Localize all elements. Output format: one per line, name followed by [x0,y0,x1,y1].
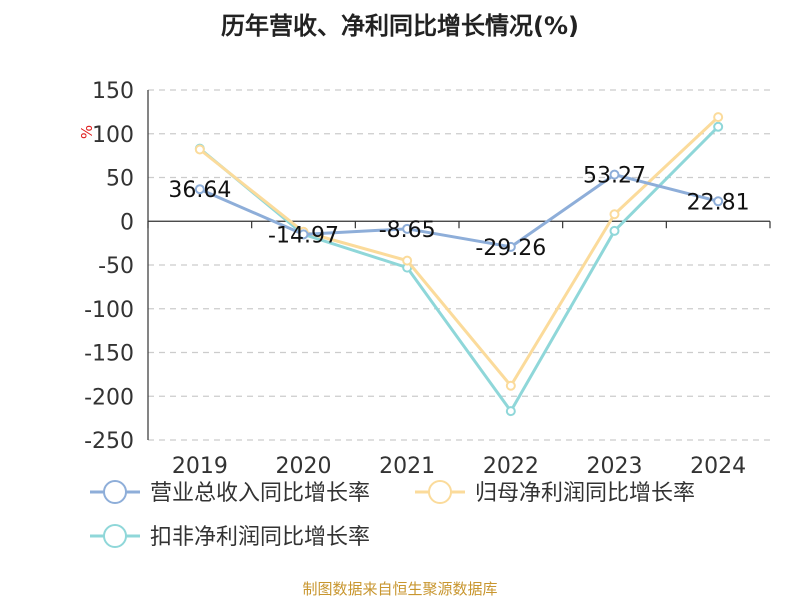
x-tick-label: 2020 [276,454,332,479]
y-tick-label: 0 [120,210,134,235]
y-tick-label: -250 [84,429,134,454]
legend-label: 归母净利润同比增长率 [475,481,695,506]
source-note: 制图数据来自恒生聚源数据库 [302,580,498,598]
y-tick-label: -50 [98,254,134,279]
legend-label: 营业总收入同比增长率 [150,481,370,506]
data-label: -14.97 [268,223,339,248]
data-point [298,229,309,240]
data-point [713,112,724,123]
y-axis-label: % [78,125,96,139]
x-tick-label: 2021 [379,454,435,479]
data-point [609,169,620,180]
y-tick-label: 150 [92,79,134,104]
legend-marker [428,480,452,504]
legend-marker [103,524,127,548]
y-tick-label: 100 [92,123,134,148]
data-label: -8.65 [379,218,436,243]
x-tick-label: 2023 [587,454,643,479]
data-point [505,406,516,417]
y-tick-label: 50 [106,167,134,192]
data-point [194,144,205,155]
grid-layer [148,89,770,441]
data-label: 36.64 [168,178,231,203]
y-tick-label: -150 [84,342,134,367]
x-tick-label: 2019 [172,454,228,479]
x-tick-label: 2022 [483,454,539,479]
series-line [199,173,719,249]
data-label: 53.27 [583,164,646,189]
data-point [194,184,205,195]
series-line [198,125,720,413]
data-point [505,241,516,252]
series-line [198,116,720,388]
data-label: -29.26 [475,236,546,261]
data-label-layer: 36.64 -14.97 -8.65 -29.26 53.27 22.81 [168,164,749,261]
data-label: 22.81 [687,190,750,215]
data-point [609,209,620,220]
data-point [505,380,516,391]
data-point [713,121,724,132]
data-point [402,223,413,234]
data-point [402,255,413,266]
legend-marker [103,480,127,504]
y-tick-label: -100 [84,298,134,323]
x-tick-label: 2024 [690,454,746,479]
axis-layer: 150 100 50 0 -50 -100 -150 -200 -250% 2019 2020 202… [78,79,771,479]
y-tick-label: -200 [84,385,134,410]
chart-title: 历年营收、净利同比增长情况(%) [221,12,579,40]
series-layer [194,112,724,417]
data-point [713,196,724,207]
data-point [609,225,620,236]
legend-label: 扣非净利润同比增长率 [150,525,370,550]
